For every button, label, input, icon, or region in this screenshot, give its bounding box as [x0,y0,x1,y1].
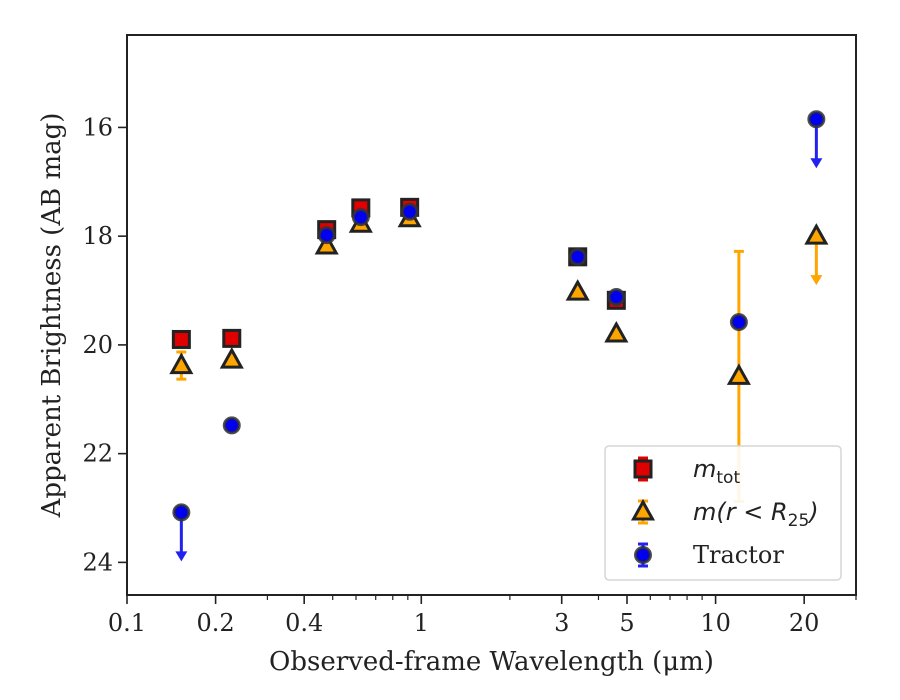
circle-upper-limit-arrow-head [810,158,823,169]
y-tick-label: 22 [82,440,113,468]
y-axis-title: Apparent Brightness (AB mag) [37,113,67,519]
y-tick-label: 24 [82,548,113,576]
circle-point [568,247,587,266]
legend-label: m(r < R25) [693,498,819,531]
triangle-point [804,223,829,245]
square-point [222,328,242,348]
circle-point [607,288,626,307]
x-tick-label: 0.1 [108,609,146,637]
square-point [171,329,191,349]
x-tick-label: 0.2 [197,609,235,637]
triangle-point [314,232,339,255]
plot-frame [126,34,857,596]
x-tick-label: 1 [414,609,429,637]
legend: mtot m(r < R25) Tractor [604,445,842,581]
legend-label: Tractor [693,541,784,569]
circle-upper-limit-arrow-head [175,551,188,562]
triangle-point [219,347,244,369]
x-tick-label: 20 [789,609,820,637]
legend-label: mtot [693,455,740,488]
circle-point [351,208,370,227]
circle-point [807,110,826,129]
legend-marker-triangle [630,498,656,521]
y-tick-label: 20 [82,331,113,359]
ticks-layer: 0.1 0.2 0.4 1 3 5 10 20 16 18 20 22 24 [82,113,857,637]
circle-point [317,226,336,245]
legend-marker-circle [634,546,652,564]
triangle-point [565,279,590,301]
circle-point [729,313,748,332]
triangle-point [604,320,629,343]
triangle-upper-limit-arrow-head [810,275,823,286]
x-tick-label: 10 [700,609,731,637]
x-axis-title: Observed-frame Wavelength (μm) [269,647,714,677]
y-tick-label: 18 [82,222,113,250]
x-tick-label: 5 [619,609,634,637]
legend-box [604,445,842,581]
triangle-point [726,363,751,385]
circle-point [400,202,419,221]
circle-point [172,503,191,522]
legend-marker-square [633,459,653,479]
x-tick-label: 0.4 [285,609,323,637]
markers-layer [169,110,829,522]
y-tick-label: 16 [82,113,113,141]
x-tick-label: 3 [554,609,569,637]
circle-point [222,416,241,435]
triangle-point [169,352,194,375]
